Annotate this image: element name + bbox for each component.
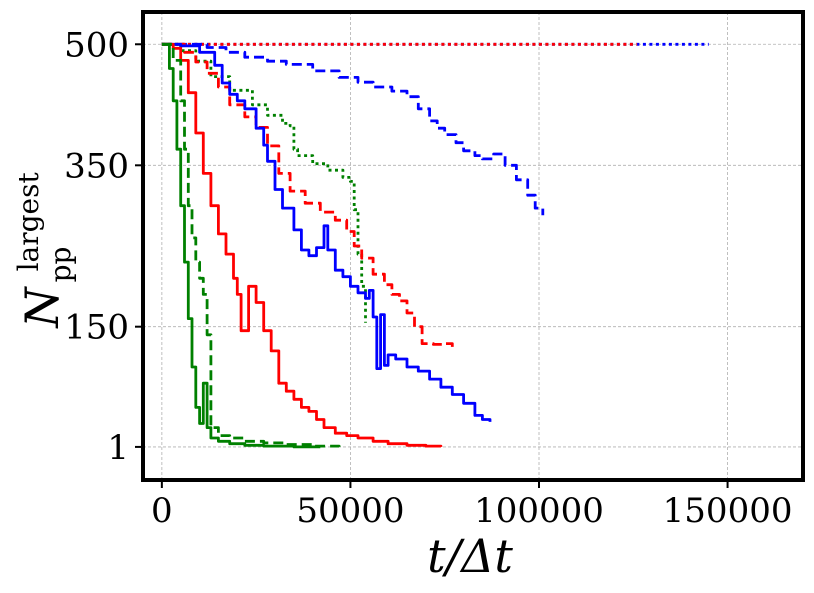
- series-line-3: [161, 42, 545, 216]
- y-axis-label: N pp largest: [12, 172, 77, 329]
- grid: [143, 12, 803, 480]
- y-axis-label-sub: pp: [44, 247, 77, 283]
- series-line-5: [161, 42, 454, 347]
- series-line-4: [161, 42, 367, 323]
- series-line-9: [161, 42, 321, 449]
- y-axis-label-main: N: [15, 286, 69, 329]
- ticks: [135, 43, 729, 488]
- y-tick-label: 350: [64, 146, 129, 186]
- x-tick-label: 150000: [663, 491, 793, 531]
- y-tick-labels: 1 150 350 500: [64, 25, 129, 468]
- x-tick-labels: 0 50000 100000 150000: [151, 491, 792, 531]
- series-line-7: [161, 42, 443, 448]
- x-tick-label: 100000: [474, 491, 604, 531]
- x-tick-label: 0: [151, 491, 173, 531]
- y-tick-label: 1: [107, 428, 129, 468]
- plot-frame: [141, 10, 805, 482]
- y-tick-label: 150: [64, 308, 129, 348]
- series-line-8: [161, 42, 341, 448]
- x-axis-label: t/Δt: [427, 529, 513, 583]
- series-line-6: [161, 42, 492, 422]
- y-tick-label: 500: [64, 25, 129, 65]
- y-axis-label-sup: largest: [12, 172, 45, 272]
- series-group: [161, 42, 709, 449]
- x-tick-label: 50000: [296, 491, 404, 531]
